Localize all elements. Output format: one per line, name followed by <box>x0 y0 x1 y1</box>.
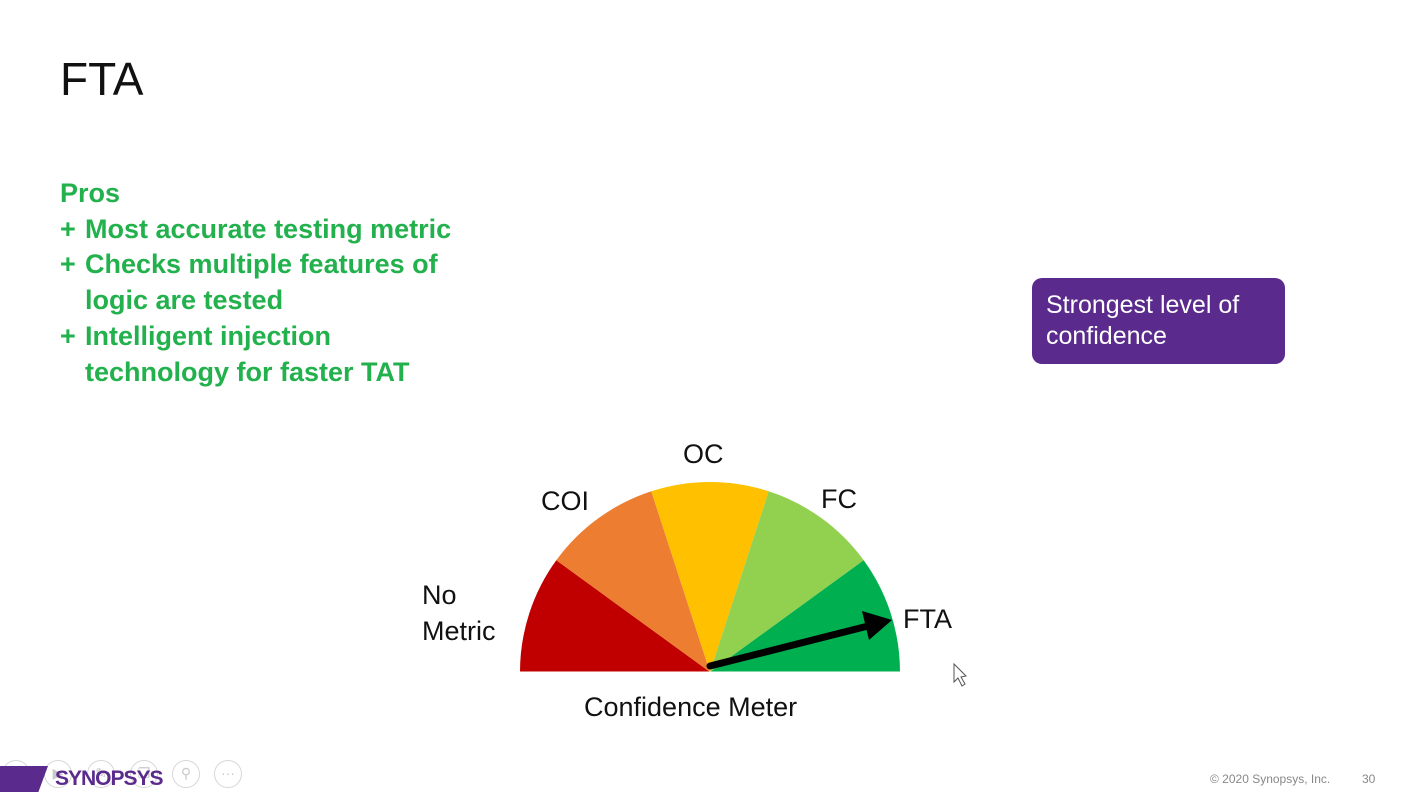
pros-list: Pros + Most accurate testing metric + Ch… <box>60 176 451 390</box>
label-oc: OC <box>683 439 724 469</box>
pros-item-text: Checks multiple features of logic are te… <box>85 247 438 318</box>
plus-icon: + <box>60 320 76 351</box>
pros-item-text: Intelligent injection technology for fas… <box>85 319 410 390</box>
page-number: 30 <box>1362 772 1376 786</box>
callout-box: Strongest level of confidence <box>1032 278 1285 364</box>
mouse-cursor-icon <box>953 662 968 687</box>
more-options-icon[interactable]: ··· <box>214 760 242 788</box>
meter-segment-fc <box>710 491 864 672</box>
synopsys-logo: SYNOPSYS <box>55 767 164 790</box>
pros-item: + Checks multiple features of logic are … <box>60 247 451 318</box>
copyright-text: © 2020 Synopsys, Inc. <box>1210 772 1331 786</box>
pros-item: + Intelligent injection technology for f… <box>60 319 451 390</box>
meter-needle-icon <box>706 611 892 670</box>
pros-heading: Pros <box>60 178 121 208</box>
meter-segments <box>520 482 900 672</box>
callout-line: Strongest level of <box>1046 291 1240 319</box>
plus-icon: + <box>60 213 76 244</box>
label-coi: COI <box>541 486 589 516</box>
meter-segment-oc <box>651 482 769 672</box>
pros-item-line: logic are tested <box>85 285 284 316</box>
callout-line: confidence <box>1046 322 1167 350</box>
label-fta: FTA <box>903 604 952 634</box>
pros-item-line: technology for faster TAT <box>85 356 410 387</box>
label-no-metric: Metric <box>422 616 496 646</box>
label-no-metric: No <box>422 580 457 610</box>
pros-item-line: Most accurate testing metric <box>85 213 452 244</box>
meter-segment-fta <box>710 560 900 672</box>
pros-item: + Most accurate testing metric <box>60 212 451 248</box>
meter-segment-coi <box>556 491 710 672</box>
pros-item-line: Intelligent injection <box>85 320 332 351</box>
slides-icon[interactable]: ❐ <box>130 760 158 788</box>
slide-title: FTA <box>60 53 144 105</box>
pen-icon[interactable]: ✎ <box>87 760 115 788</box>
plus-icon: + <box>60 249 76 280</box>
pros-item-line: Checks multiple features of <box>85 249 438 280</box>
label-fc: FC <box>821 484 857 514</box>
meter-segment-no-metric <box>520 560 710 672</box>
zoom-icon[interactable]: ⚲ <box>172 760 200 788</box>
meter-caption: Confidence Meter <box>584 692 797 722</box>
pros-item-text: Most accurate testing metric <box>85 212 451 248</box>
